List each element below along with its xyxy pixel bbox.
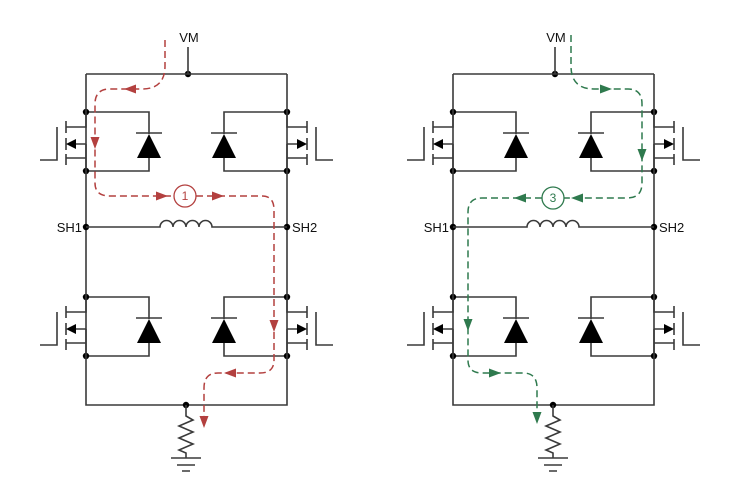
mosfet-arrow-icon	[297, 324, 307, 334]
diode-wires	[453, 296, 529, 357]
mosfet-arrow-icon	[297, 139, 307, 149]
sense-resistor-icon	[176, 405, 196, 458]
mosfet-arrow-icon	[664, 139, 674, 149]
sense-resistor-icon	[543, 405, 563, 458]
diode-wires	[86, 296, 162, 357]
arrow-right-icon	[212, 191, 224, 201]
motor-inductor-icon	[453, 219, 654, 228]
diode-icon	[137, 134, 161, 158]
mosfet-arrow-icon	[66, 139, 76, 149]
path-step-circle	[173, 184, 197, 208]
motor-inductor-icon	[86, 219, 287, 228]
path-step-number-3: 3	[550, 191, 557, 205]
arrow-down-icon	[269, 320, 279, 332]
current-path-line	[94, 40, 275, 425]
sh1-label: SH1	[424, 220, 449, 235]
mosfet-arrow-icon	[66, 324, 76, 334]
sh1-label: SH1	[57, 220, 82, 235]
arrow-left-icon	[514, 193, 526, 203]
low-side-left-fet	[40, 293, 162, 360]
mosfet-gate	[407, 312, 425, 346]
diode-icon	[504, 319, 528, 343]
diode-wires	[578, 111, 654, 172]
mosfet-gate	[40, 312, 58, 346]
arrow-down-icon	[90, 137, 100, 149]
mosfet-gate	[682, 312, 700, 346]
ground-icon	[171, 457, 201, 472]
vm-label: VM	[546, 30, 566, 45]
diode-icon	[212, 134, 236, 158]
diode-wires	[578, 296, 654, 357]
mosfet-gate	[40, 127, 58, 161]
mosfet-gate	[407, 127, 425, 161]
mosfet-gate	[315, 127, 333, 161]
path-step-circle	[541, 186, 565, 210]
path-step-number-1: 1	[182, 189, 189, 203]
arrow-left-icon	[124, 84, 136, 94]
current-path-3	[463, 35, 647, 424]
mosfet-gate	[682, 127, 700, 161]
diode-wires	[211, 296, 287, 357]
ground-icon	[538, 457, 568, 472]
diode-icon	[579, 134, 603, 158]
sh2-label: SH2	[292, 220, 317, 235]
diode-icon	[137, 319, 161, 343]
arrow-right-icon	[600, 84, 612, 94]
high-side-right-fet	[211, 108, 333, 175]
diode-icon	[579, 319, 603, 343]
mosfet-arrow-icon	[664, 324, 674, 334]
arrow-down-icon	[199, 416, 209, 428]
arrow-left-icon	[224, 368, 236, 378]
mosfet-arrow-icon	[433, 139, 443, 149]
arrow-down-icon	[463, 319, 473, 331]
sh2-label: SH2	[659, 220, 684, 235]
diode-wires	[453, 111, 529, 172]
mosfet-arrow-icon	[433, 324, 443, 334]
arrow-left-icon	[571, 193, 583, 203]
vm-label: VM	[179, 30, 199, 45]
current-path-1	[90, 40, 279, 428]
high-side-left-fet	[40, 108, 162, 175]
diode-wires	[86, 111, 162, 172]
arrow-right-icon	[489, 368, 501, 378]
diode-icon	[504, 134, 528, 158]
low-side-right-fet	[578, 293, 700, 360]
low-side-left-fet	[407, 293, 529, 360]
diode-wires	[211, 111, 287, 172]
current-paths: 1 3	[90, 35, 647, 428]
mosfet-gate	[315, 312, 333, 346]
arrow-right-icon	[156, 191, 168, 201]
arrow-down-icon	[532, 412, 542, 424]
high-side-right-fet	[578, 108, 700, 175]
arrow-down-icon	[637, 149, 647, 161]
diode-icon	[212, 319, 236, 343]
high-side-left-fet	[407, 108, 529, 175]
h-bridge-right: VM SH1 SH2	[407, 30, 700, 472]
h-bridge-left: VM SH1 SH2	[40, 30, 333, 472]
current-path-line	[467, 35, 643, 420]
